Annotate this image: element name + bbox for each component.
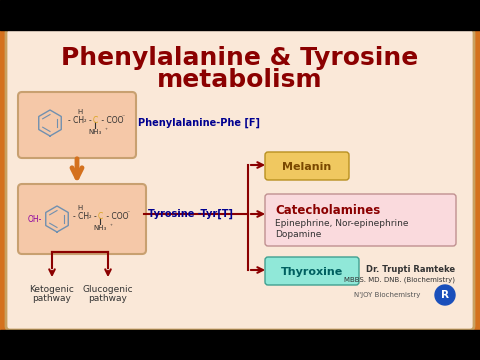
Bar — [0, 0, 480, 30]
Text: Dr. Trupti Ramteke: Dr. Trupti Ramteke — [366, 266, 455, 274]
Text: Tyrosine -Tyr[T]: Tyrosine -Tyr[T] — [148, 209, 233, 219]
Text: pathway: pathway — [89, 294, 127, 303]
FancyBboxPatch shape — [18, 184, 146, 254]
Text: Melanin: Melanin — [282, 162, 332, 172]
Text: H: H — [77, 109, 83, 115]
Text: ⁺: ⁺ — [105, 127, 108, 132]
Text: OH-: OH- — [28, 215, 42, 224]
Text: ⁻: ⁻ — [122, 116, 125, 121]
FancyBboxPatch shape — [265, 194, 456, 246]
Text: ₂: ₂ — [89, 213, 92, 219]
Text: Thyroxine: Thyroxine — [281, 267, 343, 277]
Bar — [0, 330, 480, 360]
FancyBboxPatch shape — [18, 92, 136, 158]
Text: - CH: - CH — [68, 116, 84, 125]
FancyBboxPatch shape — [265, 152, 349, 180]
FancyBboxPatch shape — [6, 29, 474, 330]
Text: MBBS. MD. DNB. (Biochemistry): MBBS. MD. DNB. (Biochemistry) — [344, 277, 455, 283]
Text: - CH: - CH — [73, 212, 89, 220]
FancyBboxPatch shape — [265, 257, 359, 285]
Text: Ketogenic: Ketogenic — [30, 285, 74, 294]
Text: C: C — [98, 212, 103, 220]
Text: ₂: ₂ — [84, 117, 86, 122]
Text: Phenylalanine & Tyrosine: Phenylalanine & Tyrosine — [61, 46, 419, 70]
Text: ⁺: ⁺ — [110, 224, 113, 229]
Text: R: R — [441, 290, 449, 300]
Text: ⁻: ⁻ — [127, 212, 130, 216]
Text: -: - — [89, 116, 94, 125]
Text: NH₃: NH₃ — [93, 225, 106, 231]
Text: -: - — [94, 212, 99, 220]
Text: Phenylalanine-Phe [F]: Phenylalanine-Phe [F] — [138, 118, 260, 128]
Text: C: C — [93, 116, 98, 125]
Text: metabolism: metabolism — [157, 68, 323, 92]
Text: N'JOY Biochemistry: N'JOY Biochemistry — [354, 292, 420, 298]
Text: H: H — [77, 205, 83, 211]
Text: - COO: - COO — [104, 212, 129, 220]
Circle shape — [435, 285, 455, 305]
Text: Glucogenic: Glucogenic — [83, 285, 133, 294]
Text: Catecholamines: Catecholamines — [275, 203, 380, 216]
Text: pathway: pathway — [33, 294, 72, 303]
Text: Epinephrine, Nor-epinephrine: Epinephrine, Nor-epinephrine — [275, 219, 408, 228]
Text: NH₃: NH₃ — [88, 129, 101, 135]
Text: Dopamine: Dopamine — [275, 230, 322, 239]
Text: - COO: - COO — [99, 116, 123, 125]
